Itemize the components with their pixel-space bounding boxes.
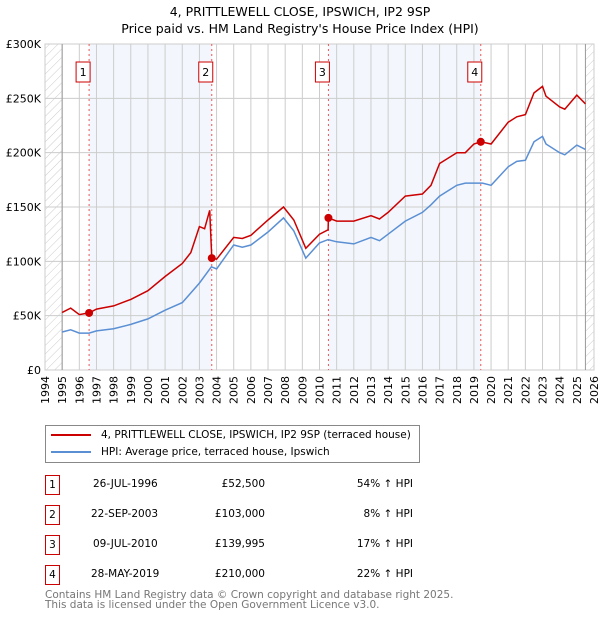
x-tick-label: 2003: [193, 376, 206, 404]
table-row: 1 26-JUL-1996 £52,500 54% ↑ HPI: [45, 475, 465, 495]
y-tick-label: £300K: [6, 38, 42, 51]
x-tick-label: 2007: [262, 376, 275, 404]
x-tick-label: 2009: [296, 376, 309, 404]
sale-point: [324, 213, 333, 222]
x-tick-label: 1998: [108, 376, 121, 404]
legend-swatch: [51, 434, 91, 436]
x-tick-label: 1996: [73, 376, 86, 404]
x-tick-label: 2019: [468, 376, 481, 404]
x-tick-label: 2023: [537, 376, 550, 404]
x-tick-label: 2017: [434, 376, 447, 404]
x-tick-label: 1995: [56, 376, 69, 404]
y-tick-label: £150K: [6, 201, 42, 214]
legend-swatch: [51, 451, 91, 453]
sale-label: 4: [471, 66, 478, 79]
property-price-line: [61, 85, 586, 316]
sale-label-box: [198, 61, 214, 83]
x-tick-label: 2014: [382, 376, 395, 404]
x-tick-label: 2012: [348, 376, 361, 404]
x-tick-label: 2025: [571, 376, 584, 404]
x-tick-label: 2013: [365, 376, 378, 404]
x-tick-label: 2021: [502, 376, 515, 404]
legend-item-property: 4, PRITTLEWELL CLOSE, IPSWICH, IP2 9SP (…: [51, 429, 411, 441]
x-tick-label: 1999: [125, 376, 138, 404]
x-tick-label: 1994: [39, 376, 52, 404]
sale-label-box: [75, 61, 91, 83]
x-tick-label: 2010: [314, 376, 327, 404]
x-tick-label: 2015: [399, 376, 412, 404]
y-tick-label: £100K: [6, 255, 42, 268]
x-tick-label: 2018: [451, 376, 464, 404]
x-tick-label: 2024: [554, 376, 567, 404]
sale-label: 3: [319, 66, 326, 79]
x-tick-label: 2022: [519, 376, 532, 404]
y-tick-label: £250K: [6, 92, 42, 105]
legend: 4, PRITTLEWELL CLOSE, IPSWICH, IP2 9SP (…: [45, 425, 420, 463]
sale-point: [476, 137, 485, 146]
table-row: 4 28-MAY-2019 £210,000 22% ↑ HPI: [45, 565, 465, 585]
price-chart: 1994 1995 1996 1997 1998 1999 2000 2001 2002 2003…: [6, 38, 600, 404]
x-tick-label: 2001: [159, 376, 172, 404]
sale-label: 2: [202, 66, 209, 79]
x-tick-label: 2000: [142, 376, 155, 404]
x-tick-label: 1997: [90, 376, 103, 404]
x-tick-label: 2026: [588, 376, 600, 404]
x-tick-label: 2002: [176, 376, 189, 404]
sale-point: [207, 254, 216, 263]
y-tick-label: £0: [27, 364, 41, 377]
x-tick-label: 2016: [416, 376, 429, 404]
chart-title: 4, PRITTLEWELL CLOSE, IPSWICH, IP2 9SP P…: [121, 4, 479, 36]
x-tick-label: 2011: [331, 376, 344, 404]
hpi-line: [62, 135, 586, 334]
x-tick-label: 2008: [279, 376, 292, 404]
y-tick-label: £200K: [6, 147, 42, 160]
sale-label-box: [314, 61, 330, 83]
x-tick-label: 2004: [211, 376, 224, 404]
footer: Contains HM Land Registry data © Crown c…: [45, 589, 454, 611]
x-tick-label: 2005: [228, 376, 241, 404]
x-tick-label: 2020: [485, 376, 498, 404]
sale-label: 1: [80, 66, 87, 79]
sale-label-box: [467, 61, 483, 83]
x-tick-label: 2006: [245, 376, 258, 404]
table-row: 3 09-JUL-2010 £139,995 17% ↑ HPI: [45, 535, 465, 555]
sale-point: [85, 308, 94, 317]
table-row: 2 22-SEP-2003 £103,000 8% ↑ HPI: [45, 505, 465, 525]
y-tick-label: £50K: [13, 310, 42, 323]
legend-item-hpi: HPI: Average price, terraced house, Ipsw…: [51, 446, 330, 458]
